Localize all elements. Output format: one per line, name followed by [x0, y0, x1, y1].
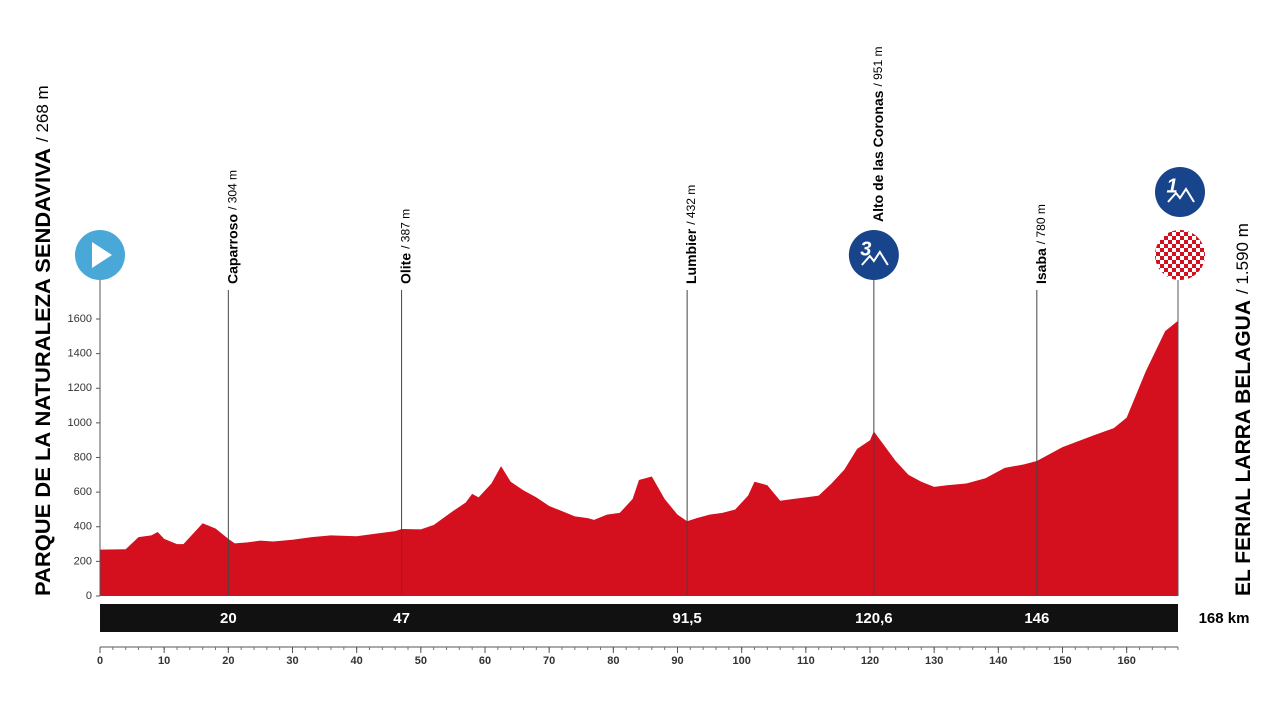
place-name: Caparroso — [224, 214, 240, 284]
x-tick-label: 60 — [479, 655, 491, 667]
x-tick-label: 80 — [607, 655, 619, 667]
climb-badge-mountain — [1167, 187, 1195, 203]
place-name: Lumbier — [683, 228, 699, 284]
x-tick-label: 50 — [415, 655, 427, 667]
y-tick-label: 400 — [74, 521, 92, 533]
place-km-label: 146 — [1024, 610, 1049, 627]
x-tick-label: 140 — [989, 655, 1007, 667]
x-tick-label: 120 — [861, 655, 879, 667]
start-name: PARQUE DE LA NATURALEZA SENDAVIVA — [32, 148, 55, 596]
x-tick-label: 10 — [158, 655, 170, 667]
place-name: Alto de las Coronas — [870, 90, 886, 222]
x-tick-label: 20 — [222, 655, 234, 667]
finish-flag — [1155, 230, 1205, 280]
place-elevation: / 780 m — [1034, 204, 1048, 244]
y-tick-label: 1200 — [68, 382, 92, 394]
y-tick-label: 1600 — [68, 313, 92, 325]
elevation-area — [100, 320, 1178, 596]
x-tick-label: 40 — [351, 655, 363, 667]
x-tick-label: 90 — [671, 655, 683, 667]
x-tick-label: 150 — [1053, 655, 1071, 667]
place-km-label: 47 — [393, 610, 410, 627]
distance-bar — [100, 604, 1178, 632]
climb-category: 3 — [860, 238, 871, 260]
x-tick-label: 160 — [1117, 655, 1135, 667]
total-distance: 168 km — [1199, 610, 1250, 627]
place-elevation: / 432 m — [684, 185, 698, 225]
x-tick-label: 70 — [543, 655, 555, 667]
place-label: Olite / 387 m — [397, 209, 413, 284]
finish-elevation: / 1.590 m — [1233, 223, 1252, 294]
start-icon-arrow — [92, 242, 112, 268]
place-label: Caparroso / 304 m — [224, 170, 240, 284]
x-tick-label: 110 — [797, 655, 815, 667]
start-label: PARQUE DE LA NATURALEZA SENDAVIVA / 268 m — [32, 85, 55, 596]
place-elevation: / 387 m — [399, 209, 413, 249]
place-label: Lumbier / 432 m — [683, 185, 699, 284]
place-elevation: / 951 m — [871, 47, 885, 87]
y-tick-label: 600 — [74, 486, 92, 498]
place-name: Isaba — [1033, 248, 1049, 284]
place-label: Alto de las Coronas / 951 m — [870, 47, 886, 223]
finish-label: EL FERIAL LARRA BELAGUA / 1.590 m — [1232, 223, 1255, 596]
x-tick-label: 0 — [97, 655, 103, 667]
x-tick-label: 130 — [925, 655, 943, 667]
start-elevation: / 268 m — [33, 85, 52, 142]
place-name: Olite — [397, 253, 413, 284]
y-tick-label: 1000 — [68, 417, 92, 429]
finish-name: EL FERIAL LARRA BELAGUA — [1232, 300, 1255, 596]
climb-badge — [848, 230, 899, 280]
place-km-label: 91,5 — [673, 610, 702, 627]
y-tick-label: 800 — [74, 451, 92, 463]
y-tick-label: 200 — [74, 555, 92, 567]
place-km-label: 120,6 — [855, 610, 893, 627]
x-tick-label: 100 — [732, 655, 750, 667]
climb-badge-mountain — [861, 250, 889, 266]
place-label: Isaba / 780 m — [1033, 204, 1049, 284]
place-elevation: / 304 m — [226, 170, 240, 210]
y-tick-label: 1400 — [68, 348, 92, 360]
x-tick-label: 30 — [286, 655, 298, 667]
climb-badge — [1155, 167, 1205, 217]
climb-category: 1 — [1166, 175, 1177, 197]
y-tick-label: 0 — [86, 590, 92, 602]
place-km-label: 20 — [220, 610, 237, 627]
